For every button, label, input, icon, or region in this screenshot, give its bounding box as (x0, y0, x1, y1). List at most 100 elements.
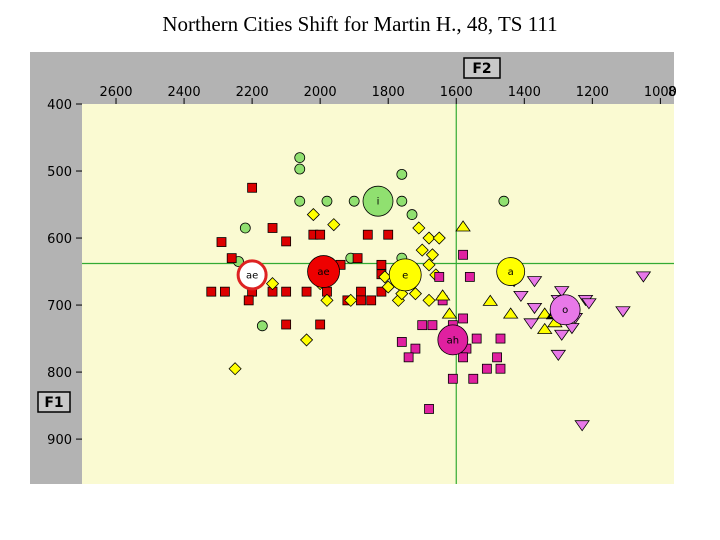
data-point-ah (447, 373, 458, 384)
data-point-ah (417, 320, 428, 331)
data-point-o (553, 286, 570, 298)
data-point-ae (383, 229, 394, 240)
data-point-ae (356, 286, 366, 297)
data-point-ae (226, 253, 237, 264)
data-point-o (526, 303, 543, 315)
data-point-e (422, 231, 436, 245)
data-point-e (265, 277, 280, 291)
data-point-ae (376, 259, 387, 270)
data-point-ah (492, 352, 502, 363)
data-point-o (581, 298, 597, 310)
data-point-e (228, 362, 242, 376)
data-point-o (553, 329, 570, 341)
data-point-o (615, 306, 631, 318)
vowel-means: i ae ae e a ah o (236, 185, 581, 356)
x-tick-label: 2200 (236, 85, 269, 100)
f1-axis-label-text: F1 (44, 395, 63, 411)
x-tick-label: 1000 (644, 85, 677, 100)
data-point-ae (281, 319, 292, 330)
data-point-i (239, 222, 251, 234)
data-point-ae (281, 286, 292, 297)
data-point-e-triangles (441, 307, 458, 319)
y-tick-label: 800 (47, 366, 72, 381)
y-tick-label: 400 (47, 98, 72, 113)
data-point-ah (424, 404, 434, 414)
data-point-o (574, 420, 590, 432)
y-tick-label: 900 (47, 433, 72, 448)
vowel-mean-label: ah (447, 335, 459, 346)
vowel-mean-label: i (377, 197, 380, 208)
data-point-ae (362, 229, 373, 240)
y-tick-label: 700 (47, 299, 72, 314)
data-point-ae (219, 286, 230, 297)
data-point-i (348, 195, 360, 207)
data-point-o (523, 318, 539, 330)
x-tick-label: 1600 (440, 85, 473, 100)
data-point-ae (356, 295, 366, 306)
data-point-i (406, 209, 418, 220)
vowel-mean-label: o (562, 305, 568, 316)
data-point-ah (410, 343, 421, 354)
vowel-mean-ah (437, 324, 469, 356)
data-point-e (306, 208, 320, 222)
data-point-ae (206, 286, 217, 297)
data-point-ah (471, 333, 482, 344)
f2-axis-label: F2 (463, 57, 501, 79)
data-point-ae (376, 286, 387, 297)
data-point-ah (458, 249, 468, 260)
data-point-i (294, 195, 306, 207)
data-point-ah (481, 363, 492, 374)
y-tick-label: 600 (47, 232, 72, 247)
x-tick-label: 2600 (99, 85, 132, 100)
data-point-e (299, 333, 314, 347)
data-point-e-triangles (536, 322, 553, 334)
data-point-e (408, 287, 422, 301)
data-point-e (425, 248, 440, 262)
data-point-e (327, 218, 341, 232)
data-point-e (344, 293, 358, 307)
data-point-o (513, 290, 529, 303)
data-point-ah (458, 313, 468, 324)
data-point-e-triangles (455, 220, 471, 232)
x-tick-label: 2400 (168, 85, 201, 100)
vowel-mean-i (362, 185, 394, 217)
x-tick-label: 1800 (372, 85, 405, 100)
data-point-e-triangles (536, 307, 553, 319)
vowel-mean-ae (236, 259, 268, 291)
data-point-o (635, 271, 652, 283)
data-point-ae (352, 253, 363, 264)
data-point-i (321, 195, 333, 207)
vowel-mean-label: ae (246, 270, 258, 281)
x-tick-label: 1400 (508, 85, 541, 100)
data-point-e-triangles (482, 294, 499, 306)
vowel-mean-ae (307, 255, 340, 288)
x-tick-label: 1200 (576, 85, 609, 100)
data-point-ah (495, 333, 506, 344)
data-point-ah (464, 272, 475, 282)
data-point-ah (468, 373, 479, 384)
data-point-ae (281, 236, 292, 247)
data-point-ae (247, 182, 258, 193)
data-point-e (320, 293, 334, 307)
data-point-e (432, 231, 446, 245)
data-point-i (396, 195, 408, 207)
data-point-i (498, 195, 510, 207)
chart-title: Northern Cities Shift for Martin H., 48,… (162, 12, 558, 36)
data-point-ae (301, 286, 312, 297)
data-point-e (378, 270, 392, 284)
vowel-mean-o (549, 294, 581, 326)
data-point-i (256, 320, 268, 332)
data-point-ah (458, 352, 468, 363)
data-point-o (550, 349, 567, 362)
data-point-o (526, 276, 543, 288)
data-point-e-triangles (434, 289, 451, 301)
vowel-mean-label: e (402, 270, 408, 281)
x-tick-label: 2000 (304, 85, 337, 100)
vowel-mean-label: ae (317, 267, 329, 278)
data-point-ah (396, 337, 407, 347)
data-point-ae (243, 295, 254, 306)
f2-axis-label-text: F2 (472, 61, 491, 77)
data-point-i (294, 152, 306, 164)
